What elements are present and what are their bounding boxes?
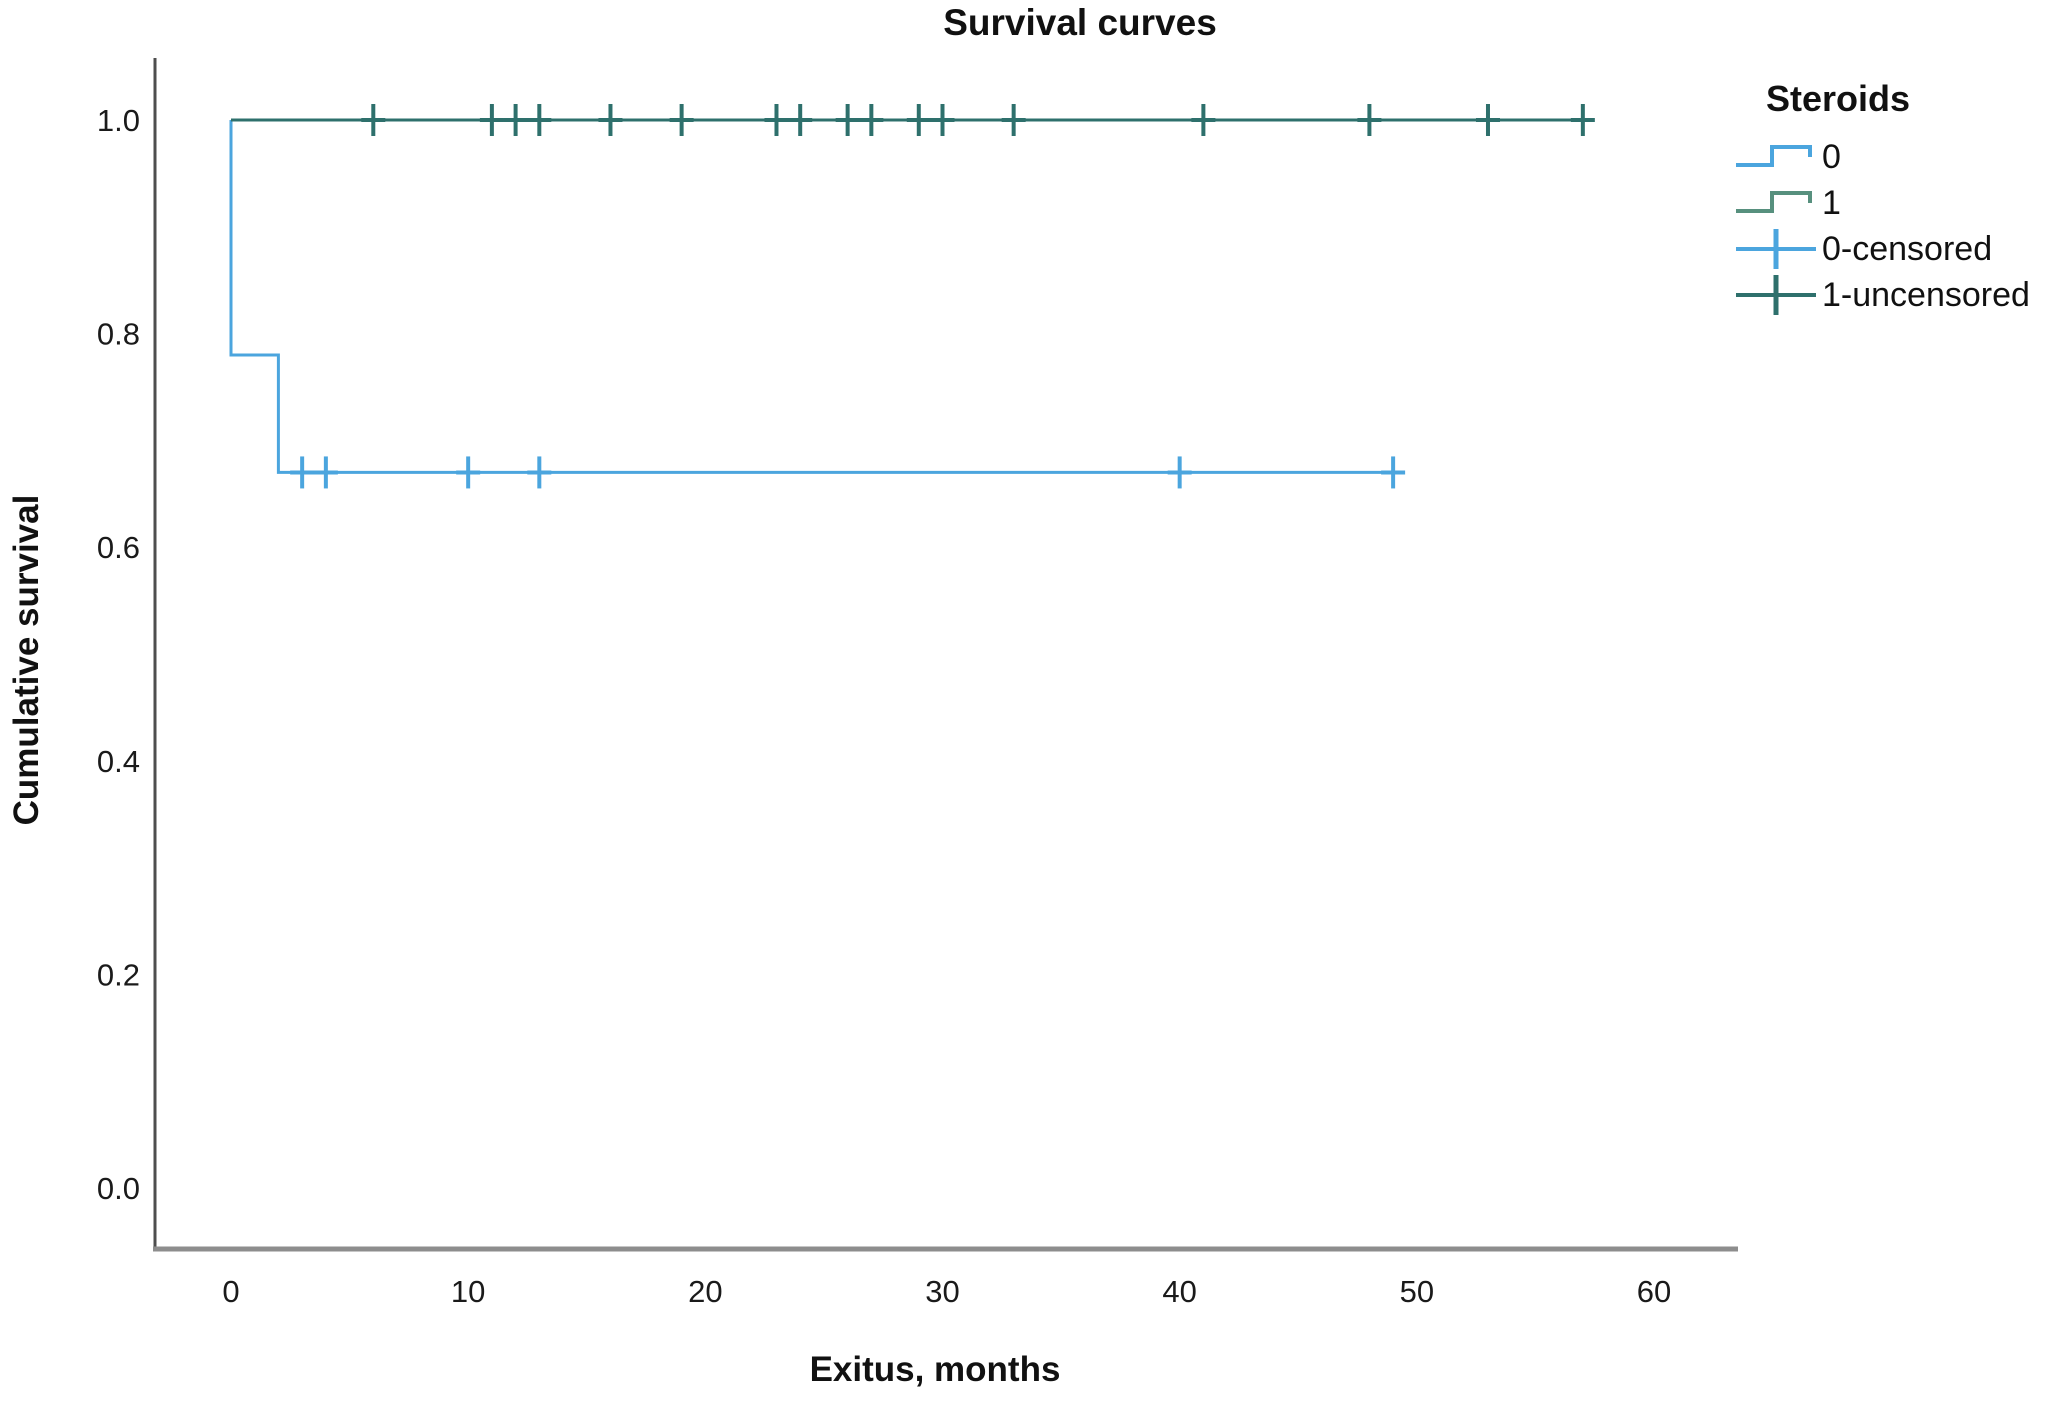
legend-item-1: 1 (1736, 180, 2030, 226)
y-tick-label: 0.6 (97, 530, 140, 565)
legend-item-0-censored: 0-censored (1736, 226, 2030, 272)
x-axis-title: Exitus, months (809, 1350, 1061, 1389)
plus-line-icon (1736, 229, 1816, 269)
x-tick-label: 60 (1637, 1274, 1671, 1309)
chart-title: Survival curves (943, 2, 1217, 43)
step-line-icon-shape (1736, 145, 1812, 167)
y-tick-label: 0.0 (97, 1171, 140, 1206)
step-line-icon-shape (1736, 191, 1812, 213)
legend-item-label: 1 (1822, 183, 1841, 222)
x-tick-label: 30 (925, 1274, 959, 1309)
x-tick-label: 40 (1162, 1274, 1196, 1309)
step-line-icon (1736, 145, 1812, 167)
survival-curve-0 (229, 120, 1398, 474)
x-tick-label: 20 (688, 1274, 722, 1309)
x-tick-label: 50 (1400, 1274, 1434, 1309)
y-tick-label: 0.8 (97, 317, 140, 352)
step-line-icon (1736, 191, 1812, 213)
y-tick-label: 1.0 (97, 103, 140, 138)
legend-item-label: 1-uncensored (1822, 275, 2030, 314)
legend-item-1-uncensored: 1-uncensored (1736, 272, 2030, 318)
legend-item-label: 0-censored (1822, 229, 1993, 268)
x-tick-label: 10 (451, 1274, 485, 1309)
legend-title: Steroids (1766, 78, 1911, 119)
legend-items: 0 1 0-censored 1-uncensored (1736, 134, 2030, 318)
legend-item-0: 0 (1736, 134, 2030, 180)
x-tick-label: 0 (222, 1274, 239, 1309)
y-tick-label: 0.4 (97, 744, 140, 779)
legend-item-label: 0 (1822, 137, 1841, 176)
legend: Steroids 0 1 0-censored 1-uncensored (1736, 78, 2030, 318)
y-tick-label: 0.2 (97, 957, 140, 992)
y-axis-title: Cumulative survival (7, 494, 46, 826)
plus-line-icon (1736, 275, 1816, 315)
